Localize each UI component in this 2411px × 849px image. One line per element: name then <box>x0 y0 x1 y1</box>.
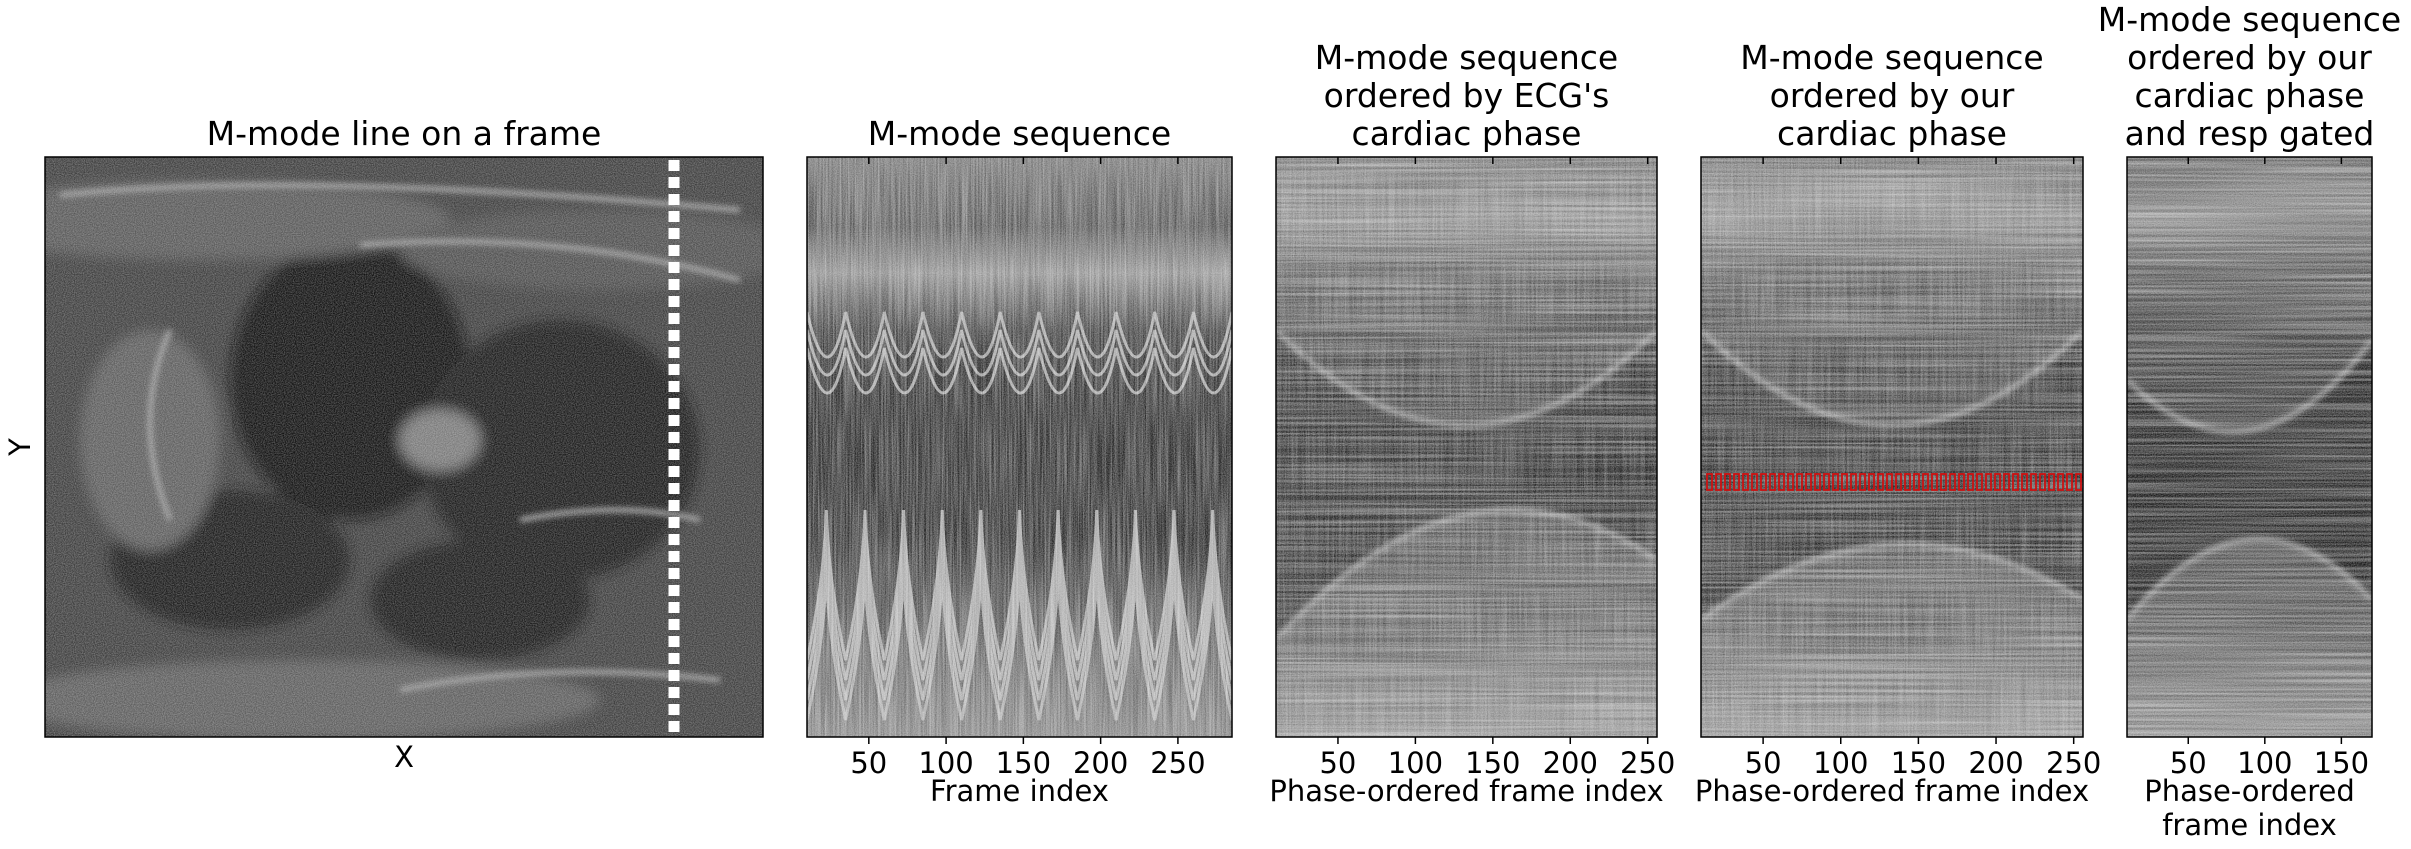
red-marker <box>1850 473 1857 491</box>
ours-axes <box>1700 156 2084 738</box>
red-marker <box>1760 473 1767 491</box>
title-line: cardiac phase <box>2135 76 2365 115</box>
red-marker <box>1769 473 1776 491</box>
red-marker <box>1841 473 1848 491</box>
resp-axes <box>2126 156 2373 738</box>
panel-ecg <box>1275 156 1658 738</box>
x-tick-label: 100 <box>918 746 973 780</box>
red-marker <box>1994 473 2001 491</box>
red-marker <box>1967 473 1974 491</box>
title-line: cardiac phase <box>1777 114 2007 153</box>
title-line: ordered by ECG's <box>1324 76 1610 115</box>
x-axis-label: X <box>394 740 414 774</box>
red-marker <box>2057 473 2064 491</box>
red-marker <box>1715 473 1722 491</box>
x-axis-label: Phase-ordered frame index <box>1269 774 1663 808</box>
red-marker <box>1778 473 1785 491</box>
red-marker <box>1742 473 1749 491</box>
red-marker <box>1796 473 1803 491</box>
red-marker <box>2030 473 2037 491</box>
red-marker <box>1913 473 1920 491</box>
x-tick-label: 150 <box>1891 746 1946 780</box>
x-tick-label: 50 <box>850 746 887 780</box>
red-marker <box>1814 473 1821 491</box>
panel-resp <box>2126 156 2373 738</box>
x-tick-label: 100 <box>1813 746 1868 780</box>
red-marker <box>1931 473 1938 491</box>
x-tick-label: 200 <box>1968 746 2023 780</box>
red-marker <box>1877 473 1884 491</box>
x-tick-label: 50 <box>1745 746 1782 780</box>
title-line: ordered by our <box>2127 38 2372 77</box>
red-marker <box>1751 473 1758 491</box>
ecg-axes <box>1275 156 1658 738</box>
title-line: M-mode sequence <box>868 114 1171 153</box>
x-tick-label: 200 <box>1073 746 1128 780</box>
frame-axes <box>44 156 764 738</box>
panel-frame <box>44 156 764 738</box>
x-axis-label: Phase-ordered frame index <box>1695 774 2089 808</box>
red-marker <box>1949 473 1956 491</box>
frame-image <box>45 157 763 737</box>
red-marker <box>1823 473 1830 491</box>
red-marker <box>1859 473 1866 491</box>
title-line: and resp gated <box>2125 114 2375 153</box>
title-line: cardiac phase <box>1352 114 1582 153</box>
panel-mmode <box>806 156 1233 738</box>
title-line: ordered by our <box>1770 76 2015 115</box>
red-marker <box>1940 473 1947 491</box>
title-line: M-mode sequence <box>2098 0 2401 39</box>
red-marker <box>2039 473 2046 491</box>
red-marker <box>2066 473 2073 491</box>
x-axis-label: frame index <box>2162 808 2337 842</box>
red-marker <box>1733 473 1740 491</box>
red-marker <box>1976 473 1983 491</box>
red-marker <box>2075 473 2082 491</box>
red-marker-row <box>1706 473 2082 491</box>
x-tick-label: 100 <box>1388 746 1443 780</box>
mmode-image <box>807 157 1232 737</box>
red-marker <box>1886 473 1893 491</box>
x-tick-label: 150 <box>996 746 1051 780</box>
x-tick-label: 100 <box>2237 746 2292 780</box>
ecg-image <box>1276 157 1657 737</box>
title-line: M-mode sequence <box>1315 38 1618 77</box>
x-tick-label: 150 <box>1465 746 1520 780</box>
panel-ours <box>1700 156 2084 738</box>
x-tick-label: 250 <box>1150 746 1205 780</box>
red-marker <box>1904 473 1911 491</box>
x-tick-label: 50 <box>2170 746 2207 780</box>
red-marker <box>1958 473 1965 491</box>
mmode-axes <box>806 156 1233 738</box>
title-line: M-mode sequence <box>1740 38 2043 77</box>
x-tick-label: 250 <box>2046 746 2101 780</box>
red-marker <box>2021 473 2028 491</box>
red-marker <box>1832 473 1839 491</box>
red-marker <box>1985 473 1992 491</box>
x-tick-label: 250 <box>1620 746 1675 780</box>
red-marker <box>1787 473 1794 491</box>
red-marker <box>1805 473 1812 491</box>
resp-image <box>2127 157 2372 737</box>
x-tick-label: 200 <box>1543 746 1598 780</box>
red-marker <box>1895 473 1902 491</box>
red-marker <box>1868 473 1875 491</box>
x-tick-label: 150 <box>2314 746 2369 780</box>
red-marker <box>1724 473 1731 491</box>
x-tick-label: 50 <box>1319 746 1356 780</box>
red-marker <box>2012 473 2019 491</box>
x-axis-label: Phase-ordered <box>2144 774 2355 808</box>
red-marker <box>1922 473 1929 491</box>
ours-image <box>1701 157 2083 737</box>
red-marker <box>1706 473 1713 491</box>
x-axis-label: Frame index <box>930 774 1109 808</box>
red-marker <box>2048 473 2055 491</box>
title-line: M-mode line on a frame <box>207 114 602 153</box>
y-axis-label: Y <box>3 438 37 457</box>
red-marker <box>2003 473 2010 491</box>
